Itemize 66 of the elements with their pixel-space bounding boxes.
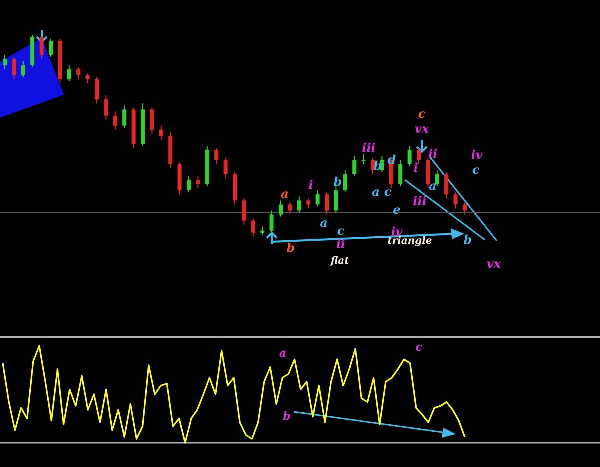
candlestick: [444, 172, 449, 200]
annotation: d: [388, 153, 397, 167]
annotation: a: [279, 347, 287, 360]
annotation: e: [393, 203, 402, 217]
candlestick: [417, 148, 421, 165]
annotation: c: [418, 107, 426, 121]
annotation: i: [414, 161, 419, 175]
candlestick: [242, 198, 246, 226]
candlestick: [104, 95, 108, 120]
text: b: [286, 241, 296, 255]
text: c: [472, 163, 480, 177]
candlestick: [196, 176, 200, 190]
candlestick: [49, 38, 53, 58]
candlestick: [352, 156, 357, 177]
candlestick: [454, 192, 458, 210]
text: vx: [486, 257, 502, 271]
candlestick: [150, 107, 154, 134]
candlestick: [371, 158, 375, 175]
annotation: iii: [362, 141, 376, 155]
annotation: a: [281, 187, 289, 201]
candlestick: [316, 190, 320, 208]
candlestick: [279, 200, 283, 218]
candlestick: [122, 105, 127, 128]
annotation: vx: [414, 122, 430, 136]
candlestick: [113, 111, 118, 130]
text: flat: [330, 256, 350, 267]
candlestick: [398, 160, 403, 187]
candlestick: [21, 60, 26, 78]
candlestick: [435, 170, 440, 187]
annotation: ii: [336, 237, 346, 251]
candlestick: [159, 125, 164, 141]
candlestick: [343, 170, 348, 194]
candlestick: [67, 64, 72, 82]
candlestick: [334, 186, 338, 214]
annotation: triangle: [388, 236, 432, 247]
candlestick: [40, 36, 44, 60]
annotation: c: [384, 185, 392, 199]
annotation: b: [464, 233, 472, 247]
candlestick: [76, 66, 81, 80]
annotation: iii: [413, 194, 428, 208]
annotation: ii: [428, 147, 438, 161]
candlestick: [3, 54, 7, 70]
candlestick: [95, 76, 99, 104]
candlestick: [224, 158, 228, 179]
text: iv: [471, 148, 484, 162]
annotation: c: [337, 224, 346, 238]
candlestick: [288, 202, 292, 216]
annotation: a: [429, 179, 437, 193]
annotation: b: [334, 175, 342, 189]
candlestick: [463, 202, 467, 216]
candlestick: [214, 148, 219, 165]
annotation: a: [320, 216, 328, 230]
candlestick: [86, 72, 90, 84]
candlestick: [297, 196, 302, 214]
annotation: a: [372, 185, 380, 199]
candlestick: [251, 218, 256, 238]
annotation: c: [416, 341, 423, 354]
candlestick: [12, 56, 16, 80]
annotation: b: [283, 410, 292, 423]
candlestick: [325, 192, 329, 216]
candlestick: [306, 198, 311, 210]
candlestick: [362, 154, 366, 165]
candlestick: [187, 176, 191, 194]
candlestick: [408, 146, 412, 167]
annotation: i: [308, 178, 314, 192]
candlestick: [270, 210, 274, 234]
